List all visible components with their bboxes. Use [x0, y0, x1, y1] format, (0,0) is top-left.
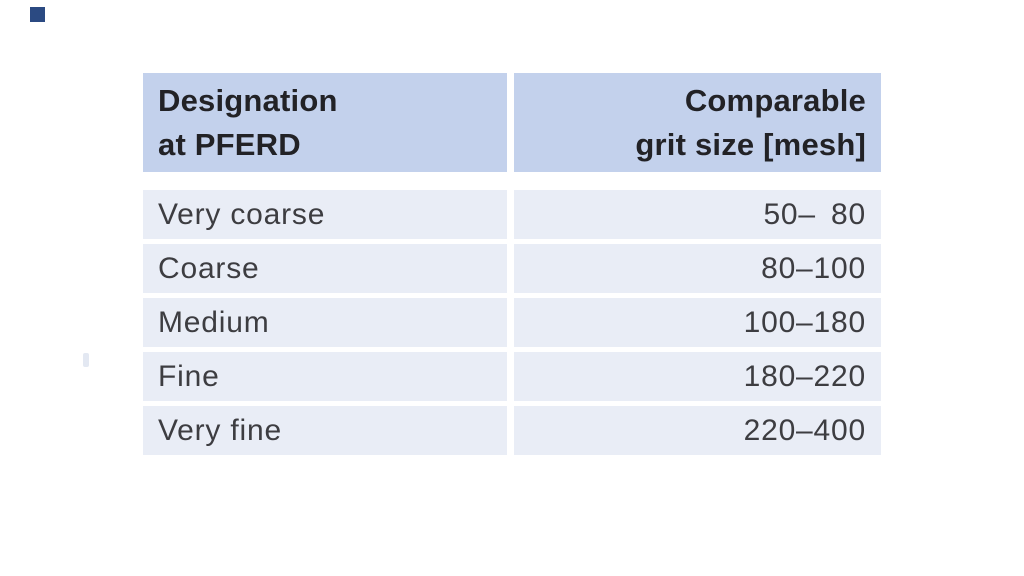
header-designation-line1: Designation: [158, 82, 338, 118]
designation-cell: Coarse: [143, 244, 507, 293]
header-cell-grit-size: Comparable grit size [mesh]: [514, 73, 881, 172]
table-row: Very coarse 50– 80: [143, 190, 881, 239]
designation-cell: Very fine: [143, 406, 507, 455]
designation-cell: Fine: [143, 352, 507, 401]
grit-cell: 80–100: [514, 244, 881, 293]
corner-marker-square: [30, 7, 45, 22]
table-row: Very fine 220–400: [143, 406, 881, 455]
scan-smudge: [83, 353, 89, 367]
grit-cell: 50– 80: [514, 190, 881, 239]
header-grit-line2: grit size [mesh]: [635, 126, 866, 162]
designation-cell: Medium: [143, 298, 507, 347]
grit-size-table: Designation at PFERD Comparable grit siz…: [143, 73, 881, 455]
table-body: Very coarse 50– 80 Coarse 80–100 Medium …: [143, 190, 881, 455]
table-row: Coarse 80–100: [143, 244, 881, 293]
grit-cell: 220–400: [514, 406, 881, 455]
table-header-row: Designation at PFERD Comparable grit siz…: [143, 73, 881, 172]
header-cell-designation: Designation at PFERD: [143, 73, 507, 172]
table-row: Medium 100–180: [143, 298, 881, 347]
designation-cell: Very coarse: [143, 190, 507, 239]
grit-cell: 100–180: [514, 298, 881, 347]
header-designation-line2: at PFERD: [158, 126, 301, 162]
table-row: Fine 180–220: [143, 352, 881, 401]
grit-cell: 180–220: [514, 352, 881, 401]
header-grit-line1: Comparable: [684, 82, 866, 118]
